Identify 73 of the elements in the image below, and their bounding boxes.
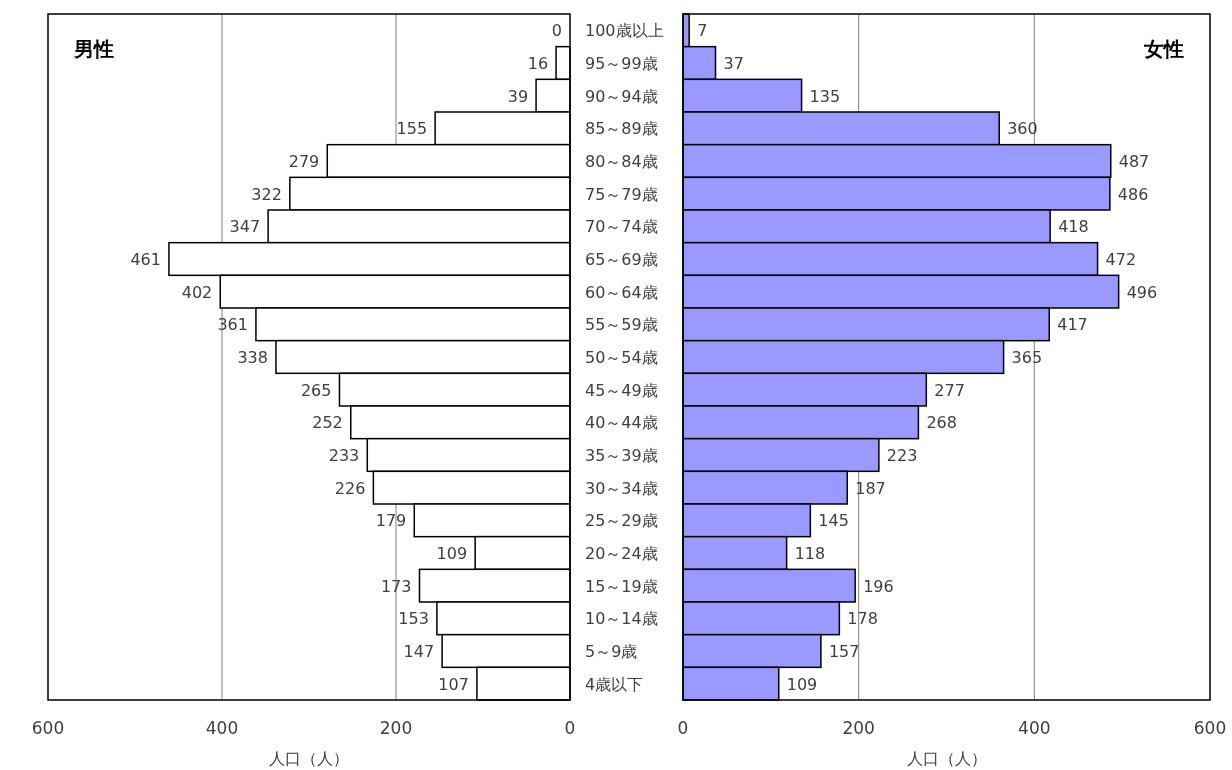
- y-tick-label: 95～99歳: [585, 54, 658, 73]
- data-label: 0: [551, 21, 562, 41]
- data-label: 279: [288, 152, 320, 171]
- y-tick-label: 25～29歳: [585, 511, 658, 531]
- x-tick-label: 200: [842, 718, 875, 738]
- data-label: 109: [436, 544, 468, 563]
- x-axis-title: 人口（人）: [269, 749, 349, 768]
- data-label: 496: [1126, 282, 1158, 302]
- data-label: 277: [934, 380, 965, 400]
- data-label: 135: [809, 86, 841, 106]
- y-tick-label: 15～19歳: [585, 576, 658, 596]
- x-tick-label: 0: [677, 718, 689, 738]
- data-label: 16: [527, 54, 549, 73]
- data-label: 402: [181, 282, 213, 302]
- data-label: 7: [697, 21, 708, 41]
- data-label: 361: [217, 315, 248, 335]
- data-label: 486: [1117, 184, 1149, 204]
- data-label: 233: [328, 446, 360, 465]
- x-axis-title: 人口（人）: [906, 749, 987, 768]
- y-tick-label: 55～59歳: [585, 315, 658, 335]
- y-tick-label: 45～49歳: [585, 380, 658, 400]
- y-tick-label: 50～54歳: [585, 348, 658, 367]
- x-tick-label: 600: [1193, 718, 1227, 738]
- data-label: 347: [229, 217, 261, 237]
- data-label: 173: [380, 576, 412, 596]
- data-label: 157: [828, 642, 860, 661]
- text: 女性: [1143, 37, 1184, 61]
- y-tick-label: 30～34歳: [585, 478, 658, 498]
- data-label: 338: [237, 348, 268, 367]
- data-label: 226: [334, 478, 366, 498]
- data-label: 360: [1007, 119, 1038, 139]
- y-tick-label: 80～84歳: [585, 152, 658, 171]
- x-tick-label: 0: [564, 718, 576, 738]
- y-tick-label: 4歳以下: [585, 674, 644, 694]
- data-label: 418: [1058, 217, 1089, 237]
- data-label: 417: [1057, 315, 1088, 335]
- y-tick-label: 60～64歳: [585, 282, 658, 302]
- text: 男性: [73, 37, 114, 61]
- data-label: 107: [438, 674, 469, 694]
- data-label: 179: [375, 511, 407, 531]
- data-label: 145: [818, 511, 849, 531]
- y-tick-label: 40～44歳: [585, 413, 658, 433]
- y-tick-label: 5～9歳: [585, 642, 638, 661]
- data-label: 39: [507, 86, 529, 106]
- data-label: 223: [886, 446, 918, 465]
- data-label: 268: [926, 413, 957, 433]
- y-tick-label: 35～39歳: [585, 446, 658, 465]
- y-tick-label: 20～24歳: [585, 544, 658, 563]
- x-tick-label: 400: [205, 718, 239, 738]
- data-label: 109: [786, 674, 818, 694]
- y-tick-label: 75～79歳: [585, 184, 658, 204]
- data-label: 365: [1011, 348, 1043, 367]
- y-tick-label: 10～14歳: [585, 609, 658, 629]
- x-tick-label: 200: [379, 718, 413, 738]
- data-label: 487: [1118, 152, 1150, 171]
- data-label: 118: [794, 544, 826, 563]
- x-tick-label: 600: [31, 718, 65, 738]
- data-label: 461: [130, 250, 161, 269]
- data-label: 37: [723, 54, 744, 73]
- data-label: 265: [300, 380, 332, 400]
- data-label: 322: [251, 184, 282, 204]
- y-tick-label: 100歳以上: [585, 21, 664, 41]
- y-tick-label: 70～74歳: [585, 217, 658, 237]
- y-tick-label: 65～69歳: [585, 250, 658, 269]
- x-tick-label: 400: [1018, 718, 1051, 738]
- data-label: 196: [863, 576, 894, 596]
- data-label: 147: [403, 642, 435, 661]
- data-label: 155: [396, 119, 428, 139]
- y-tick-label: 90～94歳: [585, 86, 658, 106]
- data-label: 472: [1105, 250, 1137, 269]
- y-tick-label: 85～89歳: [585, 119, 658, 139]
- data-label: 252: [312, 413, 343, 433]
- data-label: 153: [398, 609, 429, 629]
